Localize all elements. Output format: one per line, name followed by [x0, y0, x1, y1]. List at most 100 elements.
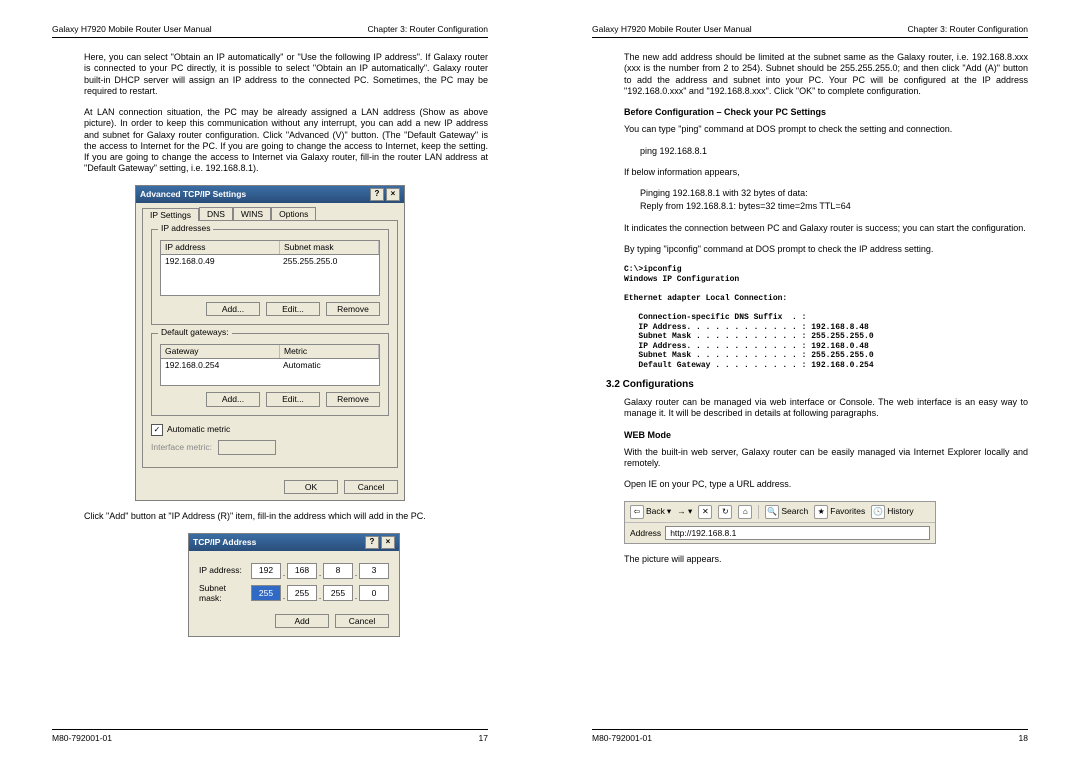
page-number: 18 — [1019, 733, 1028, 743]
ip-label: IP address: — [199, 565, 245, 576]
group-ipaddresses: IP addresses IP address Subnet mask 192.… — [151, 229, 389, 325]
search-label: Search — [781, 506, 808, 517]
list-header: IP address Subnet mask — [160, 240, 380, 255]
list-row[interactable]: 192.168.0.254 Automatic — [160, 359, 380, 386]
dialog-advanced-tcpip: Advanced TCP/IP Settings ? × IP Settings… — [135, 185, 405, 502]
back-label: Back — [646, 506, 665, 517]
ie-toolbar: ⇦ Back ▾ → ▾ ✕ ↻ ⌂ 🔍 Search ★ Favorites — [624, 501, 936, 545]
refresh-icon[interactable]: ↻ — [718, 505, 732, 519]
chevron-down-icon: ▾ — [667, 506, 671, 517]
footer-left: M80-792001-01 — [52, 733, 112, 743]
checkbox-icon: ✓ — [151, 424, 163, 436]
add-button[interactable]: Add — [275, 614, 329, 629]
interface-metric-field: Interface metric: — [151, 440, 389, 455]
para: Galaxy router can be managed via web int… — [624, 397, 1028, 420]
header-left: Galaxy H7920 Mobile Router User Manual — [592, 24, 752, 34]
col-ip: IP address — [161, 241, 280, 254]
forward-button[interactable]: → ▾ — [677, 506, 692, 517]
dialog-title-text: Advanced TCP/IP Settings — [140, 189, 246, 200]
search-icon: 🔍 — [765, 505, 779, 519]
add-button[interactable]: Add... — [206, 302, 260, 317]
remove-button[interactable]: Remove — [326, 302, 380, 317]
ok-button[interactable]: OK — [284, 480, 338, 495]
subheading: WEB Mode — [624, 430, 1028, 441]
para: The picture will appears. — [624, 554, 1028, 565]
dialog-titlebar: TCP/IP Address ? × — [189, 534, 399, 551]
ip-input[interactable]: 192. 168. 8. 3 — [251, 563, 389, 579]
help-icon[interactable]: ? — [365, 536, 379, 549]
mask-seg: 255 — [287, 585, 317, 601]
favorites-button[interactable]: ★ Favorites — [814, 505, 865, 519]
header-right: Chapter 3: Router Configuration — [908, 24, 1029, 34]
list-row[interactable]: 192.168.0.49 255.255.255.0 — [160, 255, 380, 296]
footer: M80-792001-01 17 — [52, 729, 488, 743]
checkbox-label: Automatic metric — [167, 424, 230, 435]
close-icon[interactable]: × — [381, 536, 395, 549]
tab-dns[interactable]: DNS — [199, 207, 233, 221]
header: Galaxy H7920 Mobile Router User Manual C… — [52, 24, 488, 38]
ip-seg: 8 — [323, 563, 353, 579]
hist-label: History — [887, 506, 913, 517]
star-icon: ★ — [814, 505, 828, 519]
cancel-button[interactable]: Cancel — [335, 614, 389, 629]
cell-mask: 255.255.255.0 — [279, 255, 341, 268]
mask-seg: 0 — [359, 585, 389, 601]
para: The new add address should be limited at… — [624, 52, 1028, 97]
dialog-titlebar: Advanced TCP/IP Settings ? × — [136, 186, 404, 203]
tab-ipsettings[interactable]: IP Settings — [142, 208, 199, 222]
add-button[interactable]: Add... — [206, 392, 260, 407]
stop-icon[interactable]: ✕ — [698, 505, 712, 519]
remove-button[interactable]: Remove — [326, 392, 380, 407]
ip-seg: 192 — [251, 563, 281, 579]
history-icon: 🕓 — [871, 505, 885, 519]
code-line: ping 192.168.8.1 — [640, 146, 1028, 157]
para: Click "Add" button at "IP Address (R)" i… — [84, 511, 488, 522]
auto-metric-checkbox[interactable]: ✓ Automatic metric — [151, 424, 389, 436]
field-label: Interface metric: — [151, 442, 212, 453]
mask-seg: 255 — [251, 585, 281, 601]
body-right: The new add address should be limited at… — [592, 38, 1028, 729]
edit-button[interactable]: Edit... — [266, 392, 320, 407]
ip-seg: 168 — [287, 563, 317, 579]
header-left: Galaxy H7920 Mobile Router User Manual — [52, 24, 212, 34]
tab-options[interactable]: Options — [271, 207, 316, 221]
cell-metric: Automatic — [279, 359, 325, 372]
col-mask: Subnet mask — [280, 241, 379, 254]
cell-gw: 192.168.0.254 — [161, 359, 279, 372]
mask-input[interactable]: 255. 255. 255. 0 — [251, 585, 389, 601]
body-left: Here, you can select "Obtain an IP autom… — [52, 38, 488, 729]
fav-label: Favorites — [830, 506, 865, 517]
code-line: Reply from 192.168.8.1: bytes=32 time=2m… — [640, 201, 1028, 212]
cancel-button[interactable]: Cancel — [344, 480, 398, 495]
group-label: Default gateways: — [158, 327, 232, 338]
back-button[interactable]: ⇦ Back ▾ — [630, 505, 671, 519]
para: Open IE on your PC, type a URL address. — [624, 479, 1028, 490]
address-input[interactable]: http://192.168.8.1 — [665, 526, 930, 541]
para: Here, you can select "Obtain an IP autom… — [84, 52, 488, 97]
history-button[interactable]: 🕓 History — [871, 505, 913, 519]
page-left: Galaxy H7920 Mobile Router User Manual C… — [0, 0, 540, 763]
col-gw: Gateway — [161, 345, 280, 358]
address-label: Address — [630, 528, 661, 539]
ip-seg: 3 — [359, 563, 389, 579]
col-metric: Metric — [280, 345, 379, 358]
tab-wins[interactable]: WINS — [233, 207, 271, 221]
section-heading: 3.2 Configurations — [606, 379, 1028, 392]
subheading: Before Configuration – Check your PC Set… — [624, 107, 1028, 118]
page-number: 17 — [479, 733, 488, 743]
footer: M80-792001-01 18 — [592, 729, 1028, 743]
home-icon[interactable]: ⌂ — [738, 505, 752, 519]
search-button[interactable]: 🔍 Search — [765, 505, 808, 519]
mask-seg: 255 — [323, 585, 353, 601]
para: By typing "ipconfig" command at DOS prom… — [624, 244, 1028, 255]
dialog-tcpip-address: TCP/IP Address ? × IP address: 192. 168.… — [188, 533, 400, 638]
close-icon[interactable]: × — [386, 188, 400, 201]
header-right: Chapter 3: Router Configuration — [368, 24, 489, 34]
footer-left: M80-792001-01 — [592, 733, 652, 743]
para: At LAN connection situation, the PC may … — [84, 107, 488, 175]
help-icon[interactable]: ? — [370, 188, 384, 201]
tab-pane: IP addresses IP address Subnet mask 192.… — [142, 220, 398, 468]
back-icon: ⇦ — [630, 505, 644, 519]
edit-button[interactable]: Edit... — [266, 302, 320, 317]
page-right: Galaxy H7920 Mobile Router User Manual C… — [540, 0, 1080, 763]
